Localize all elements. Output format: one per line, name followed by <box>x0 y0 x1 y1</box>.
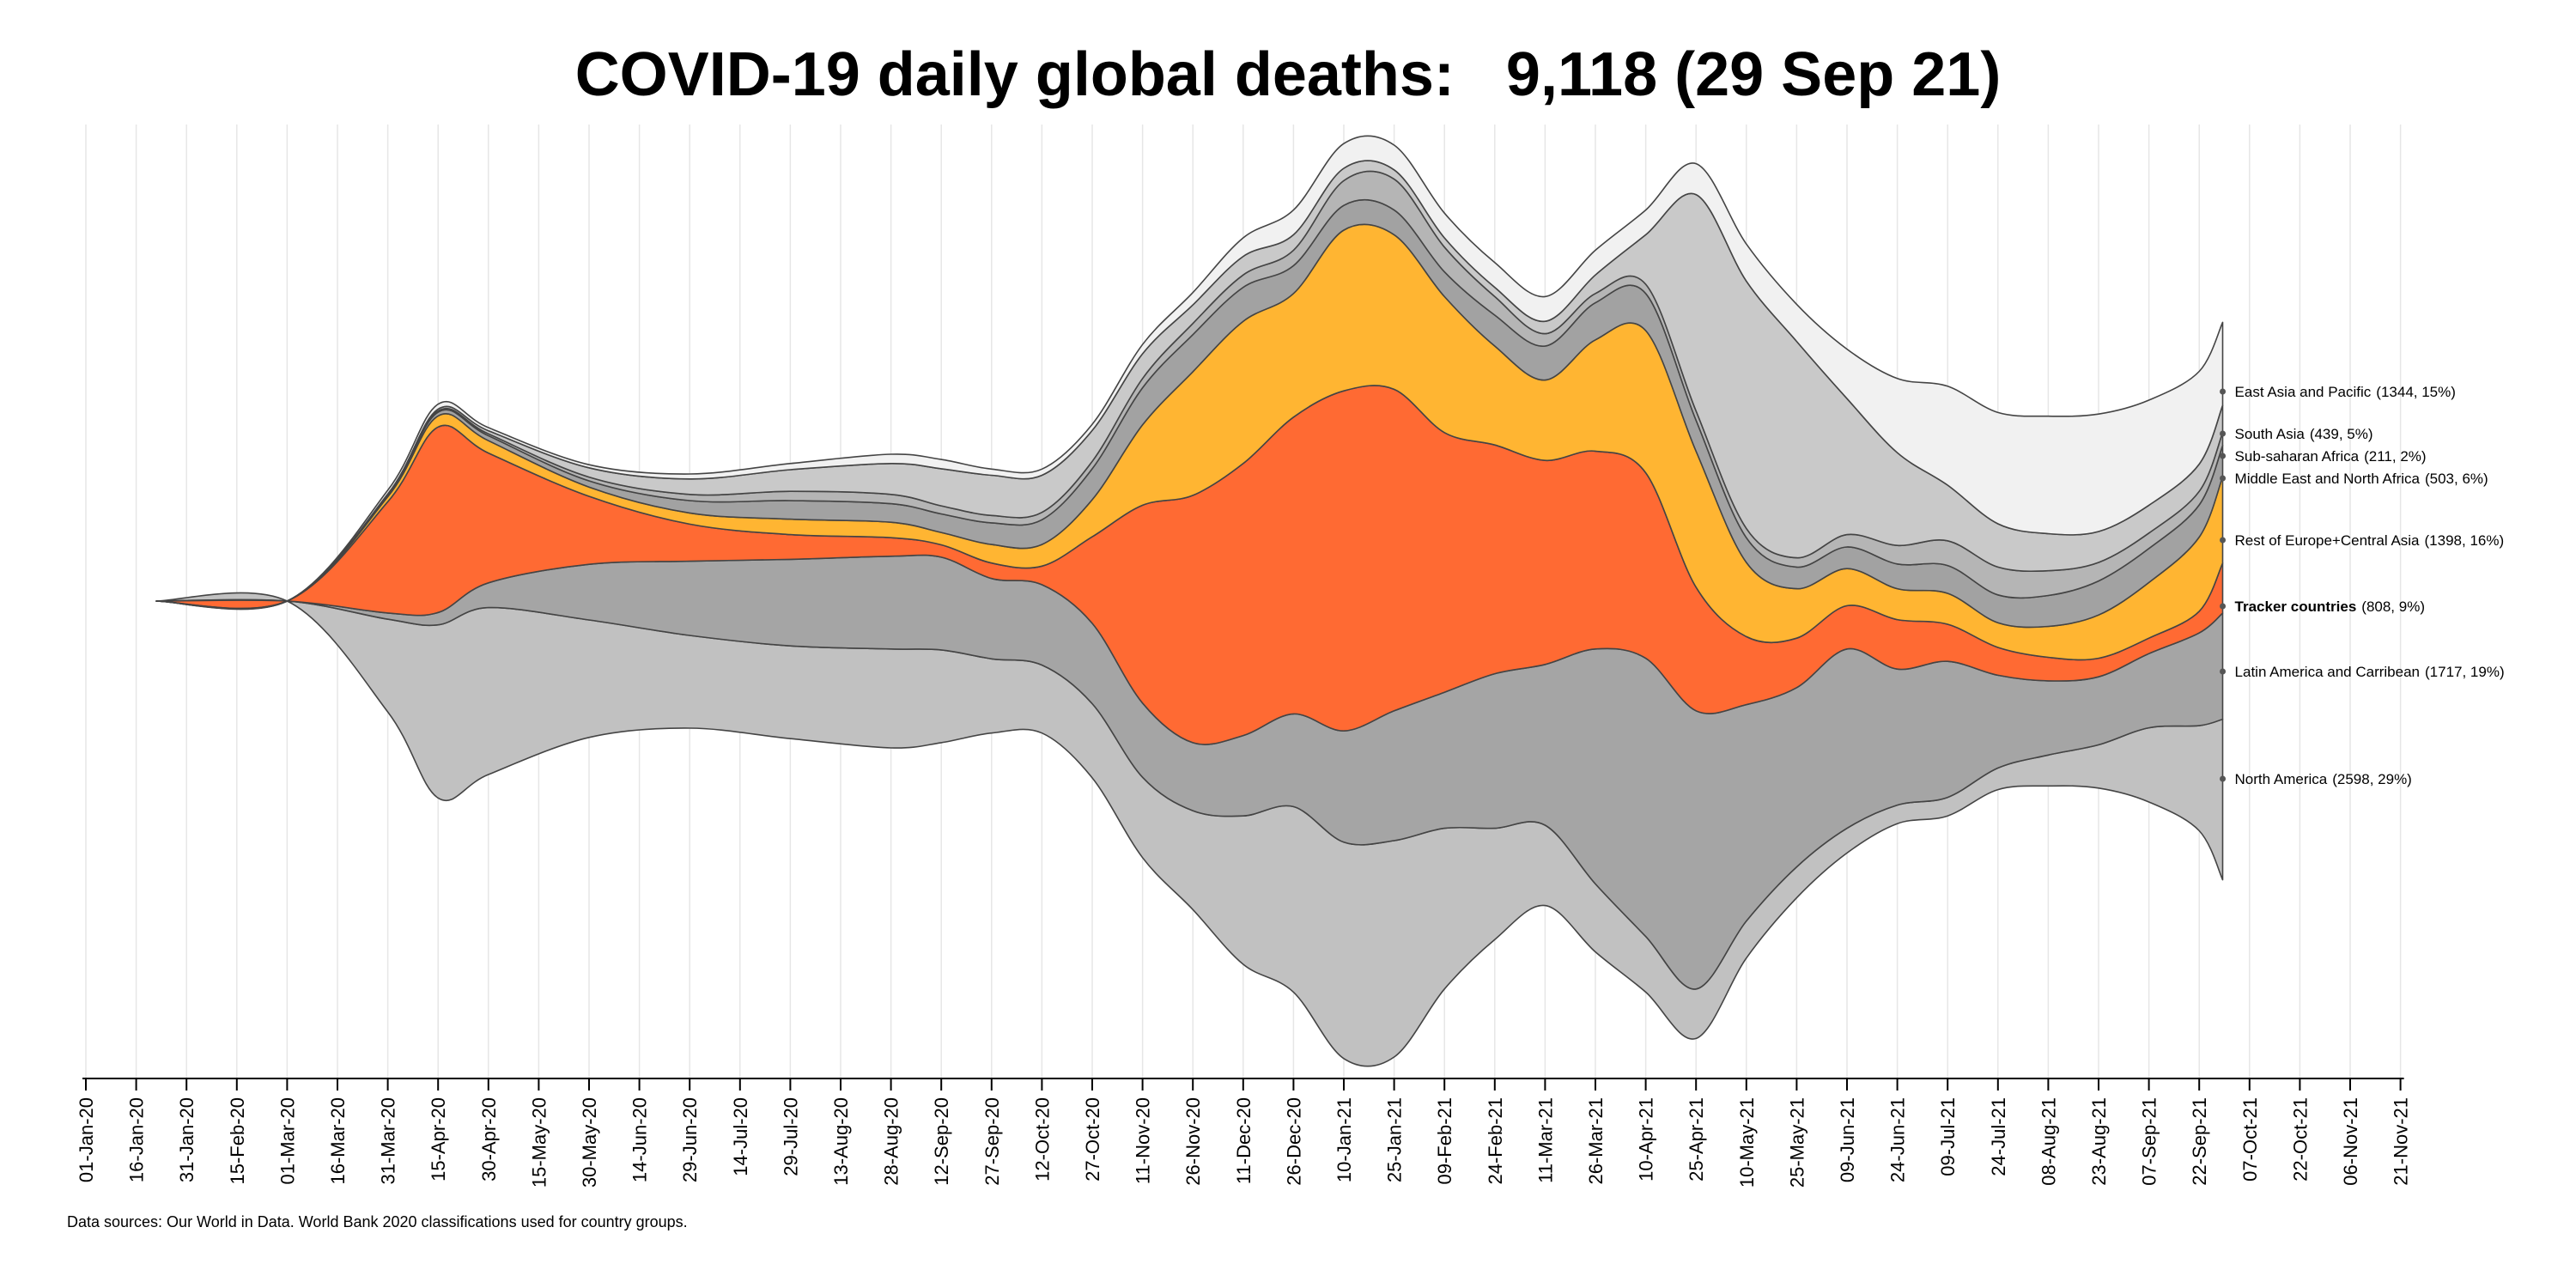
series-marker <box>2220 537 2227 544</box>
series-name: Middle East and North Africa <box>2235 471 2421 487</box>
area-east-asia-pacific <box>155 135 2224 611</box>
series-value: (503, 6%) <box>2425 471 2488 487</box>
x-tick-label: 25-May-21 <box>1786 1097 1807 1188</box>
x-tick-label: 11-Nov-20 <box>1133 1097 1154 1184</box>
series-name: Latin America and Carribean <box>2235 664 2420 680</box>
stream-areas <box>155 135 2224 1067</box>
x-tick-label: 27-Sep-20 <box>981 1097 1003 1186</box>
series-value: (808, 9%) <box>2361 598 2425 615</box>
x-tick-label: 16-Mar-20 <box>327 1097 349 1184</box>
series-label: North America (2598, 29%) <box>2235 771 2412 787</box>
x-tick-label: 26-Mar-21 <box>1585 1097 1607 1184</box>
series-name: Sub-saharan Africa <box>2235 448 2360 465</box>
x-tick-label: 15-Feb-20 <box>227 1097 248 1185</box>
x-tick-label: 08-Aug-21 <box>2038 1097 2059 1186</box>
x-tick-label: 24-Jun-21 <box>1887 1097 1909 1182</box>
x-tick-label: 15-Apr-20 <box>428 1097 449 1182</box>
x-tick-label: 14-Jul-20 <box>730 1097 751 1176</box>
series-name: East Asia and Pacific <box>2235 384 2372 400</box>
x-tick-label: 24-Feb-21 <box>1485 1097 1506 1185</box>
x-tick-label: 11-Dec-20 <box>1233 1097 1255 1184</box>
series-label: Rest of Europe+Central Asia (1398, 16%) <box>2235 532 2505 549</box>
x-tick-label: 15-May-20 <box>528 1097 550 1188</box>
series-marker <box>2220 775 2227 782</box>
x-tick-label: 12-Oct-20 <box>1031 1097 1053 1182</box>
x-tick-label: 24-Jul-21 <box>1988 1097 2009 1176</box>
x-tick-label: 30-Apr-20 <box>478 1097 500 1182</box>
series-name: South Asia <box>2235 426 2306 442</box>
x-tick-label: 26-Nov-20 <box>1182 1097 1204 1186</box>
x-tick-label: 13-Aug-20 <box>830 1097 852 1186</box>
x-tick-label: 06-Nov-21 <box>2340 1097 2361 1186</box>
series-label: East Asia and Pacific (1344, 15%) <box>2235 384 2456 400</box>
x-tick-label: 16-Jan-20 <box>126 1097 148 1182</box>
x-tick-label: 23-Aug-21 <box>2088 1097 2110 1186</box>
series-value: (211, 2%) <box>2364 448 2426 465</box>
x-tick-label: 12-Sep-20 <box>931 1097 952 1186</box>
x-tick-label: 10-May-21 <box>1736 1097 1758 1188</box>
x-tick-label: 29-Jun-20 <box>679 1097 701 1182</box>
x-tick-label: 21-Nov-21 <box>2391 1097 2412 1186</box>
series-name: Tracker countries <box>2235 598 2357 615</box>
x-tick-label: 14-Jun-20 <box>629 1097 651 1182</box>
series-value: (1717, 19%) <box>2425 664 2505 680</box>
x-tick-label: 07-Oct-21 <box>2239 1097 2261 1182</box>
x-axis: 01-Jan-20 16-Jan-20 31-Jan-20 15-Feb-20 01-M… <box>76 1078 2412 1188</box>
series-marker <box>2220 668 2227 675</box>
x-tick-label: 01-Jan-20 <box>76 1097 97 1182</box>
series-marker <box>2220 475 2227 482</box>
x-tick-label: 22-Sep-21 <box>2189 1097 2210 1186</box>
x-tick-label: 01-Mar-20 <box>276 1097 298 1184</box>
x-tick-label: 31-Mar-20 <box>378 1097 399 1184</box>
series-name: North America <box>2235 771 2328 787</box>
series-name: Rest of Europe+Central Asia <box>2235 532 2421 549</box>
series-value: (439, 5%) <box>2310 426 2373 442</box>
x-tick-label: 29-Jul-20 <box>780 1097 801 1176</box>
series-label: South Asia (439, 5%) <box>2235 426 2373 442</box>
x-tick-label: 30-May-20 <box>579 1097 600 1188</box>
x-tick-label: 10-Jan-21 <box>1334 1097 1355 1182</box>
series-marker <box>2220 603 2227 610</box>
x-tick-label: 09-Jul-21 <box>1937 1097 1959 1176</box>
source-note: Data sources: Our World in Data. World B… <box>67 1213 688 1230</box>
x-tick-label: 28-Aug-20 <box>881 1097 902 1186</box>
x-tick-label: 31-Jan-20 <box>176 1097 197 1182</box>
x-tick-label: 11-Mar-21 <box>1534 1097 1556 1183</box>
x-tick-label: 22-Oct-21 <box>2289 1097 2311 1182</box>
x-tick-label: 07-Sep-21 <box>2139 1097 2160 1186</box>
x-tick-label: 26-Dec-20 <box>1283 1097 1304 1186</box>
x-tick-label: 10-Apr-21 <box>1636 1097 1657 1182</box>
x-tick-label: 27-Oct-20 <box>1082 1097 1103 1182</box>
series-marker <box>2220 430 2227 437</box>
chart-title: COVID-19 daily global deaths: 9,118 (29 … <box>574 40 2002 109</box>
series-label: Tracker countries (808, 9%) <box>2235 598 2425 615</box>
series-label: Middle East and North Africa (503, 6%) <box>2235 471 2488 487</box>
series-label: Latin America and Carribean (1717, 19%) <box>2235 664 2505 680</box>
x-tick-label: 25-Apr-21 <box>1686 1097 1707 1182</box>
series-value: (1398, 16%) <box>2425 532 2505 549</box>
series-value: (2598, 29%) <box>2332 771 2412 787</box>
x-tick-label: 09-Jun-21 <box>1837 1097 1858 1182</box>
series-marker <box>2220 388 2227 395</box>
series-labels: East Asia and Pacific (1344, 15%) South As… <box>2220 384 2505 787</box>
x-tick-label: 09-Feb-21 <box>1434 1097 1455 1185</box>
series-marker <box>2220 453 2227 459</box>
series-label: Sub-saharan Africa (211, 2%) <box>2235 448 2427 465</box>
x-tick-label: 25-Jan-21 <box>1384 1097 1406 1182</box>
series-value: (1344, 15%) <box>2376 384 2456 400</box>
